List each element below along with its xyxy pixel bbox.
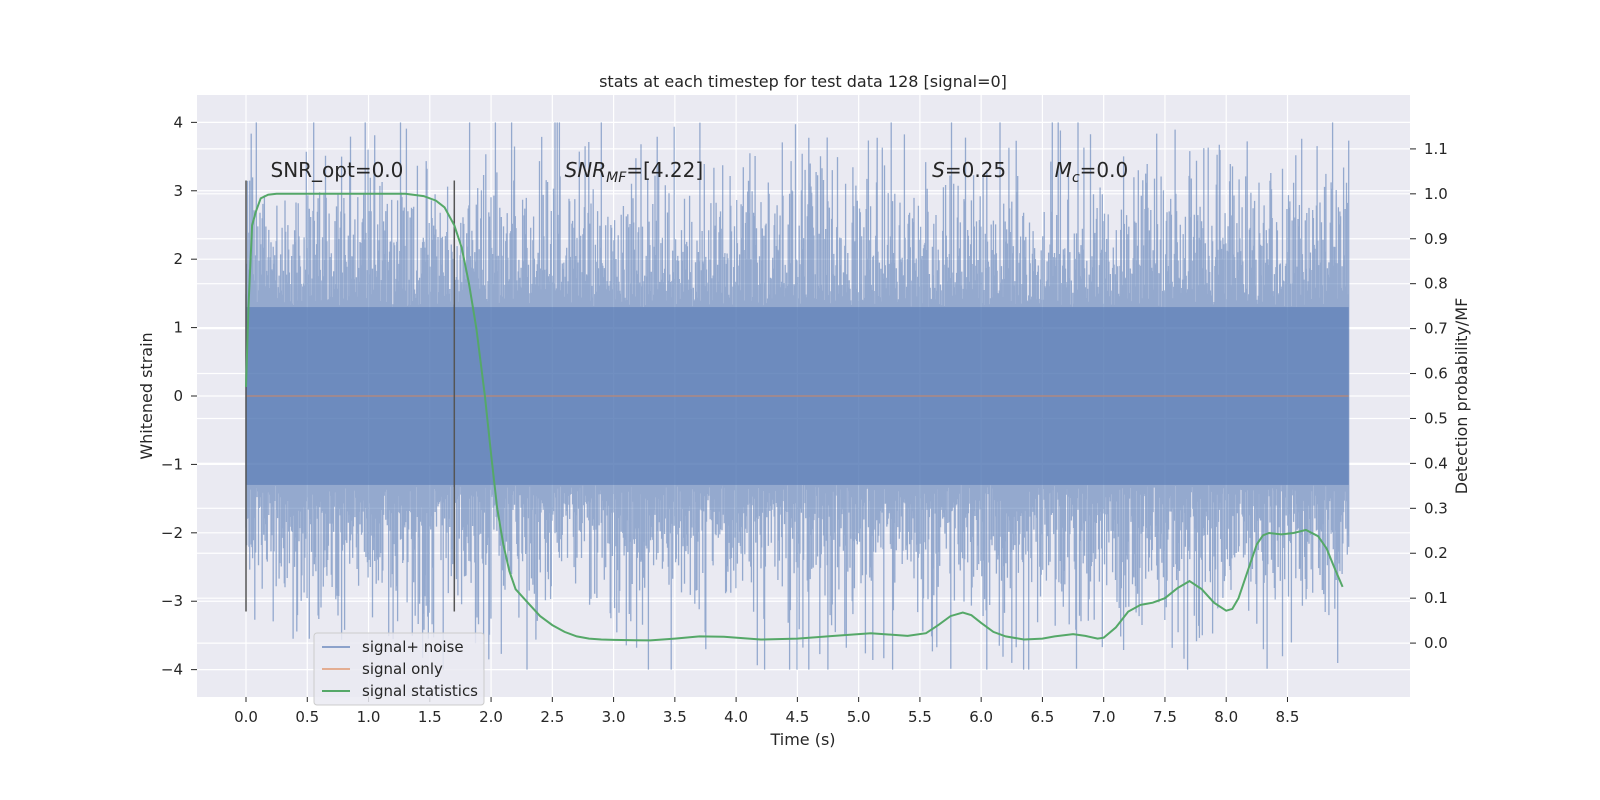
legend-label: signal only (362, 660, 443, 678)
x-axis-label: Time (s) (769, 730, 835, 749)
x-tick-label: 4.5 (785, 708, 809, 726)
y-tick-label: −3 (161, 592, 183, 610)
legend-label: signal+ noise (362, 638, 464, 656)
x-tick-label: 8.5 (1276, 708, 1300, 726)
annotations: SNR_opt=0.0 SNRMF=[4.22] S=0.25 Mc=0.0 (271, 158, 1129, 186)
y-axis-label: Whitened strain (137, 332, 156, 459)
y2-tick-label: 0.2 (1424, 544, 1448, 562)
x-tick-label: 0.5 (295, 708, 319, 726)
series-signal-statistics (245, 192, 1344, 642)
y2-axis-ticks: 1.1 1.0 0.9 0.8 0.7 0.6 0.5 0.4 0.3 0.2 0.1 0.0 (1410, 140, 1448, 652)
y-tick-label: 1 (173, 319, 183, 337)
y2-tick-label: 0.1 (1424, 589, 1448, 607)
x-tick-label: 7.0 (1092, 708, 1116, 726)
x-tick-label: 4.0 (724, 708, 748, 726)
x-tick-label: 0.0 (234, 708, 258, 726)
x-tick-label: 3.0 (602, 708, 626, 726)
y-tick-label: −1 (161, 455, 183, 473)
y2-tick-label: 0.5 (1424, 409, 1448, 427)
x-axis-ticks: 0.0 0.5 1.0 1.5 2.0 2.5 3.0 3.5 4.0 4.5 5.0 5.5 6.0 6… (234, 697, 1299, 726)
marker-lines (245, 180, 456, 612)
legend: signal+ noise signal only signal statistic… (313, 632, 485, 706)
y-tick-label: 2 (173, 250, 183, 268)
x-tick-label: 5.0 (847, 708, 871, 726)
y-tick-label: −2 (161, 524, 183, 542)
y-tick-label: 0 (173, 387, 183, 405)
y-tick-label: 4 (173, 113, 183, 131)
y2-axis-label: Detection probability/MF (1452, 298, 1471, 495)
x-tick-label: 6.5 (1030, 708, 1054, 726)
x-tick-label: 3.5 (663, 708, 687, 726)
y2-tick-label: 0.8 (1424, 275, 1448, 293)
x-tick-label: 6.0 (969, 708, 993, 726)
y-tick-label: 3 (173, 182, 183, 200)
y2-tick-label: 1.0 (1424, 185, 1448, 203)
x-tick-label: 8.0 (1214, 708, 1238, 726)
annotation: SNRMF=[4.22] (565, 158, 704, 186)
x-tick-label: 1.5 (418, 708, 442, 726)
x-tick-label: 7.5 (1153, 708, 1177, 726)
y2-tick-label: 0.6 (1424, 365, 1448, 383)
annotation: SNR_opt=0.0 (271, 158, 404, 182)
y2-tick-label: 0.7 (1424, 320, 1448, 338)
x-tick-label: 2.0 (479, 708, 503, 726)
y2-tick-label: 1.1 (1424, 140, 1448, 158)
x-tick-label: 5.5 (908, 708, 932, 726)
y-axis-ticks: 4 3 2 1 0 −1 −2 −3 −4 (161, 113, 197, 679)
legend-label: signal statistics (362, 682, 478, 700)
statistics-line (245, 192, 1344, 642)
legend-box (313, 632, 485, 706)
chart-title: stats at each timestep for test data 128… (599, 72, 1007, 91)
y2-tick-label: 0.4 (1424, 454, 1448, 472)
x-tick-label: 1.0 (357, 708, 381, 726)
annotation: Mc=0.0 (1055, 158, 1129, 186)
y2-tick-label: 0.0 (1424, 634, 1448, 652)
y2-tick-label: 0.9 (1424, 230, 1448, 248)
y-tick-label: −4 (161, 661, 183, 679)
y2-tick-label: 0.3 (1424, 499, 1448, 517)
x-tick-label: 2.5 (540, 708, 564, 726)
annotation: S=0.25 (932, 158, 1006, 182)
